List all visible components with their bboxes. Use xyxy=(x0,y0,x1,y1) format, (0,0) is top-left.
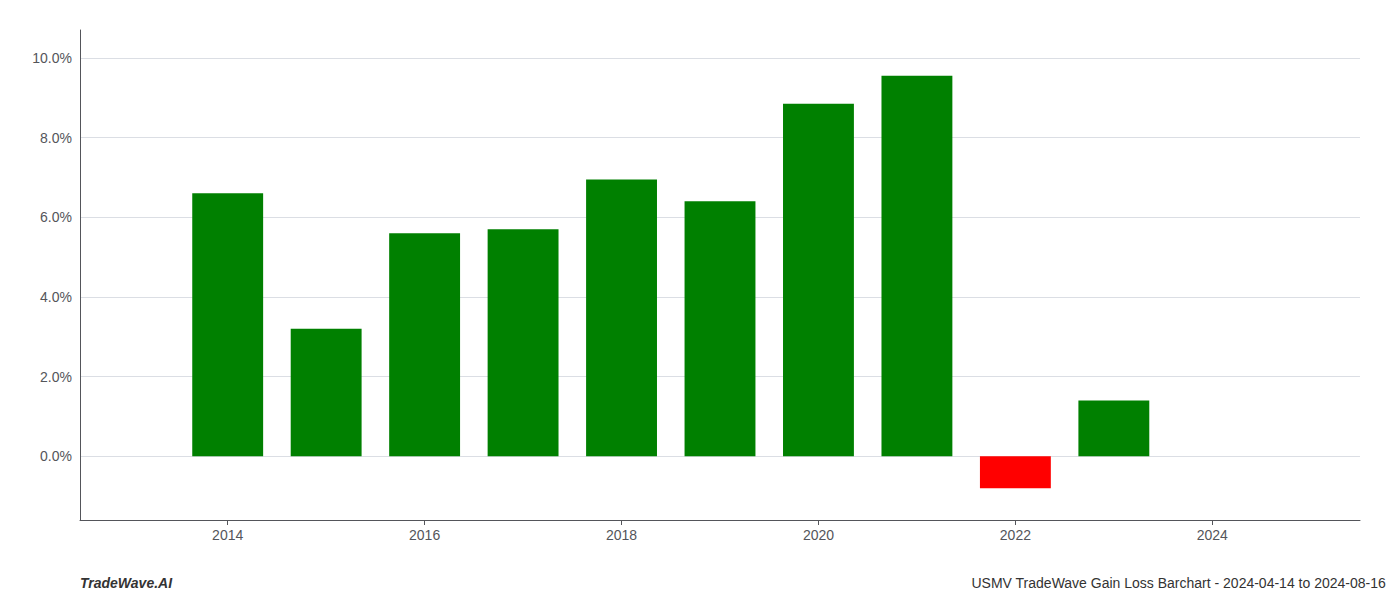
svg-text:2024: 2024 xyxy=(1197,527,1228,543)
svg-text:2014: 2014 xyxy=(212,527,243,543)
svg-text:USMV TradeWave Gain Loss Barch: USMV TradeWave Gain Loss Barchart - 2024… xyxy=(971,575,1385,591)
svg-text:2022: 2022 xyxy=(1000,527,1031,543)
svg-text:8.0%: 8.0% xyxy=(40,130,72,146)
svg-text:2016: 2016 xyxy=(409,527,440,543)
svg-text:4.0%: 4.0% xyxy=(40,289,72,305)
svg-text:2020: 2020 xyxy=(803,527,834,543)
svg-text:10.0%: 10.0% xyxy=(32,50,72,66)
svg-text:2018: 2018 xyxy=(606,527,637,543)
svg-text:6.0%: 6.0% xyxy=(40,209,72,225)
svg-text:0.0%: 0.0% xyxy=(40,448,72,464)
svg-text:2.0%: 2.0% xyxy=(40,369,72,385)
svg-text:TradeWave.AI: TradeWave.AI xyxy=(80,575,173,591)
